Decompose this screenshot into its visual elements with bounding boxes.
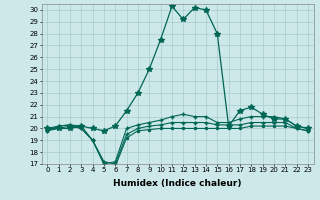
X-axis label: Humidex (Indice chaleur): Humidex (Indice chaleur)	[113, 179, 242, 188]
